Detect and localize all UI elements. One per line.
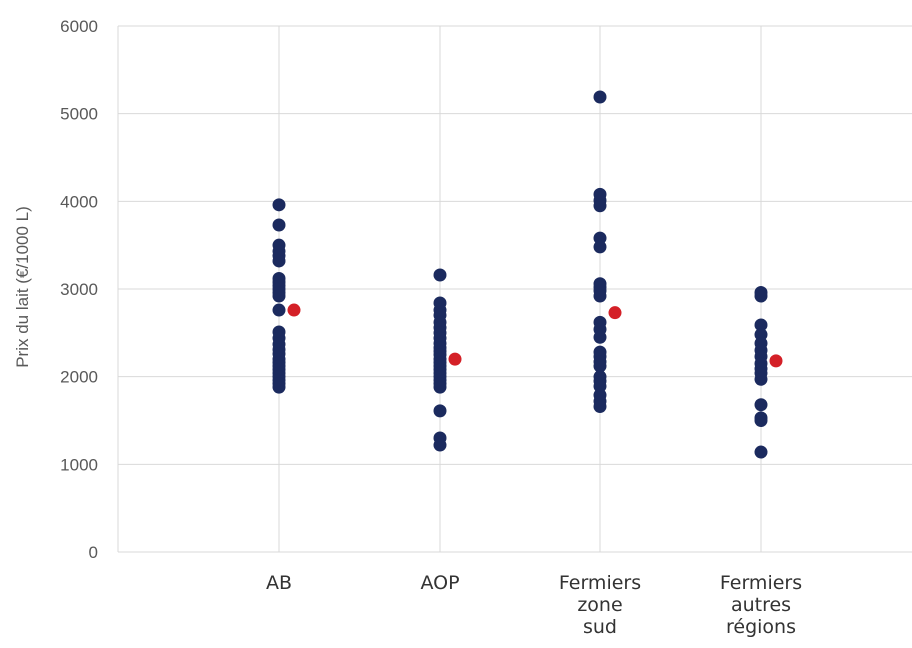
mean-point [769,354,783,368]
data-point [593,289,607,303]
y-tick-label: 4000 [60,192,98,211]
gridlines [117,25,912,553]
mean-point [608,306,622,320]
y-tick-label: 2000 [60,368,98,387]
data-point [272,380,286,394]
data-point [593,199,607,213]
data-point [433,404,447,418]
category-label: AOP [420,572,459,594]
category-labels: AB AOP FermierszonesudFermiersautresrégion… [266,572,802,638]
data-point [272,218,286,232]
y-tick-label: 1000 [60,455,98,474]
data-point [593,399,607,413]
data-point [272,303,286,317]
data-point [754,318,768,332]
category-label: régions [726,616,796,638]
y-tick-label: 5000 [60,105,98,124]
mean-point [448,352,462,366]
category-label: sud [583,616,617,638]
data-point [433,268,447,282]
category-label: Fermiers [559,572,641,594]
data-point [754,414,768,427]
y-tick-label: 3000 [60,280,98,299]
y-tick-label: 6000 [60,17,98,36]
category-label: AB [266,572,292,594]
data-point [433,438,447,452]
data-point [272,198,286,212]
mean-point [287,303,301,317]
category-label: autres [731,594,791,616]
data-point [272,289,286,303]
y-axis-title: Prix du lait (€/1000 L) [13,206,32,368]
y-tick-labels: 0 1000 2000 3000 4000 5000 6000 [60,17,98,562]
data-point [593,330,607,344]
data-points [272,90,783,459]
data-point [593,90,607,104]
y-tick-label: 0 [89,543,98,562]
data-point [754,372,768,386]
data-point [754,289,768,303]
data-point [593,359,607,373]
category-label: Fermiers [720,572,802,594]
category-label: zone [577,594,622,616]
data-point [433,380,447,394]
data-point [754,445,768,459]
data-point [593,240,607,254]
data-point [754,398,768,412]
data-point [272,254,286,268]
